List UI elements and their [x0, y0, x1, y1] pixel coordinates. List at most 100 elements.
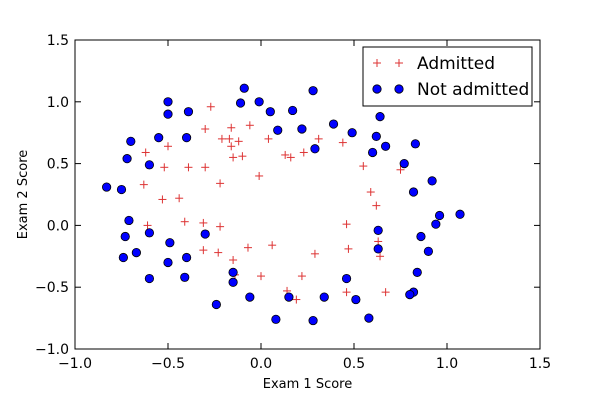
admitted-point	[164, 142, 172, 151]
admitted-point	[374, 237, 383, 246]
legend-box	[362, 46, 533, 107]
not-admitted-point	[211, 299, 221, 310]
admitted-point	[229, 256, 238, 265]
not-admitted-point	[265, 107, 275, 117]
admitted-point	[158, 195, 167, 204]
y-tick-label: 0.0	[47, 218, 69, 234]
y-tick-label: −0.5	[35, 280, 69, 296]
admitted-point	[372, 201, 381, 210]
not-admitted-point	[341, 273, 352, 284]
not-admitted-point	[423, 246, 433, 256]
not-admitted-point	[310, 144, 320, 154]
not-admitted-point	[102, 182, 112, 192]
not-admitted-point	[131, 247, 141, 258]
admitted-point	[141, 148, 150, 157]
not-admitted-point	[364, 313, 374, 323]
plot-area-frame	[74, 39, 541, 350]
not-admitted-point	[308, 315, 318, 326]
not-admitted-point	[124, 215, 134, 226]
legend-label-admitted: Admitted	[417, 54, 495, 74]
legend: Admitted Not admitted	[362, 46, 533, 107]
admitted-point	[344, 244, 353, 253]
y-axis-label: Exam 2 Score	[16, 150, 31, 239]
y-tick-label: 1.0	[47, 95, 69, 111]
not-admitted-point	[116, 184, 127, 195]
admitted-point	[281, 150, 290, 159]
x-tick-label: 1.5	[529, 356, 551, 372]
not-admitted-point	[245, 292, 255, 302]
admitted-point	[199, 246, 208, 255]
legend-plus-marker	[395, 59, 403, 67]
x-tick-label: 0.0	[250, 356, 272, 372]
admitted-point	[143, 221, 152, 230]
legend-plus-marker	[373, 59, 381, 67]
admitted-point	[376, 252, 385, 261]
not-admitted-point	[118, 252, 128, 263]
admitted-point	[234, 137, 243, 146]
admitted-point	[292, 295, 301, 304]
not-admitted-point	[328, 119, 339, 129]
admitted-point	[297, 272, 306, 281]
not-admitted-point	[122, 154, 132, 164]
admitted-point	[175, 194, 184, 203]
admitted-point	[217, 134, 226, 143]
admitted-point	[338, 138, 347, 147]
not-admitted-point	[431, 219, 441, 229]
admitted-point	[238, 152, 247, 161]
not-admitted-point	[373, 244, 383, 254]
not-admitted-point	[165, 238, 175, 248]
admitted-point	[366, 188, 375, 197]
legend-circle-marker	[394, 84, 404, 94]
not-admitted-point	[271, 314, 281, 324]
not-admitted-point	[163, 257, 173, 268]
admitted-point	[257, 272, 265, 281]
not-admitted-point	[235, 98, 246, 108]
not-admitted-point	[367, 147, 378, 158]
admitted-point	[227, 123, 236, 132]
admitted-point	[243, 243, 252, 252]
not-admitted-point	[381, 141, 391, 151]
legend-marker-not-admitted	[372, 84, 404, 94]
not-admitted-point	[412, 267, 422, 277]
not-admitted-point	[126, 136, 136, 146]
not-admitted-point	[284, 292, 294, 302]
admitted-point	[225, 134, 234, 143]
admitted-point	[216, 222, 225, 231]
x-tick-label: −1.0	[58, 356, 92, 372]
admitted-point	[359, 162, 368, 171]
admitted-point	[184, 163, 193, 172]
admitted-point	[229, 153, 238, 162]
admitted-point	[310, 249, 319, 258]
admitted-point	[314, 134, 323, 143]
not-admitted-point	[375, 112, 385, 122]
not-admitted-point	[373, 225, 383, 235]
not-admitted-point	[163, 97, 173, 107]
not-admitted-point	[288, 105, 298, 116]
admitted-point	[227, 142, 236, 151]
admitted-point	[199, 218, 208, 227]
not-admitted-point	[200, 229, 210, 239]
legend-circle-marker	[372, 84, 382, 94]
not-admitted-point	[228, 267, 238, 277]
x-tick-label: −0.5	[151, 356, 185, 372]
not-admitted-point	[308, 86, 318, 96]
admitted-point	[342, 288, 351, 297]
not-admitted-point	[347, 128, 357, 138]
not-admitted-point	[455, 209, 465, 219]
data-points	[102, 83, 465, 326]
y-tick-label: 0.5	[47, 157, 69, 173]
not-admitted-point	[434, 210, 445, 221]
not-admitted-point	[144, 273, 154, 284]
not-admitted-point	[228, 277, 238, 287]
admitted-point	[255, 171, 264, 180]
not-admitted-point	[319, 292, 329, 302]
not-admitted-point	[408, 187, 419, 197]
not-admitted-point	[297, 124, 307, 134]
not-admitted-point	[254, 97, 264, 107]
legend-label-not-admitted: Not admitted	[417, 80, 529, 100]
not-admitted-point	[180, 272, 190, 282]
not-admitted-point	[427, 176, 437, 186]
x-tick-label: 0.5	[343, 356, 365, 372]
not-admitted-point	[144, 160, 154, 170]
admitted-point	[216, 179, 225, 188]
